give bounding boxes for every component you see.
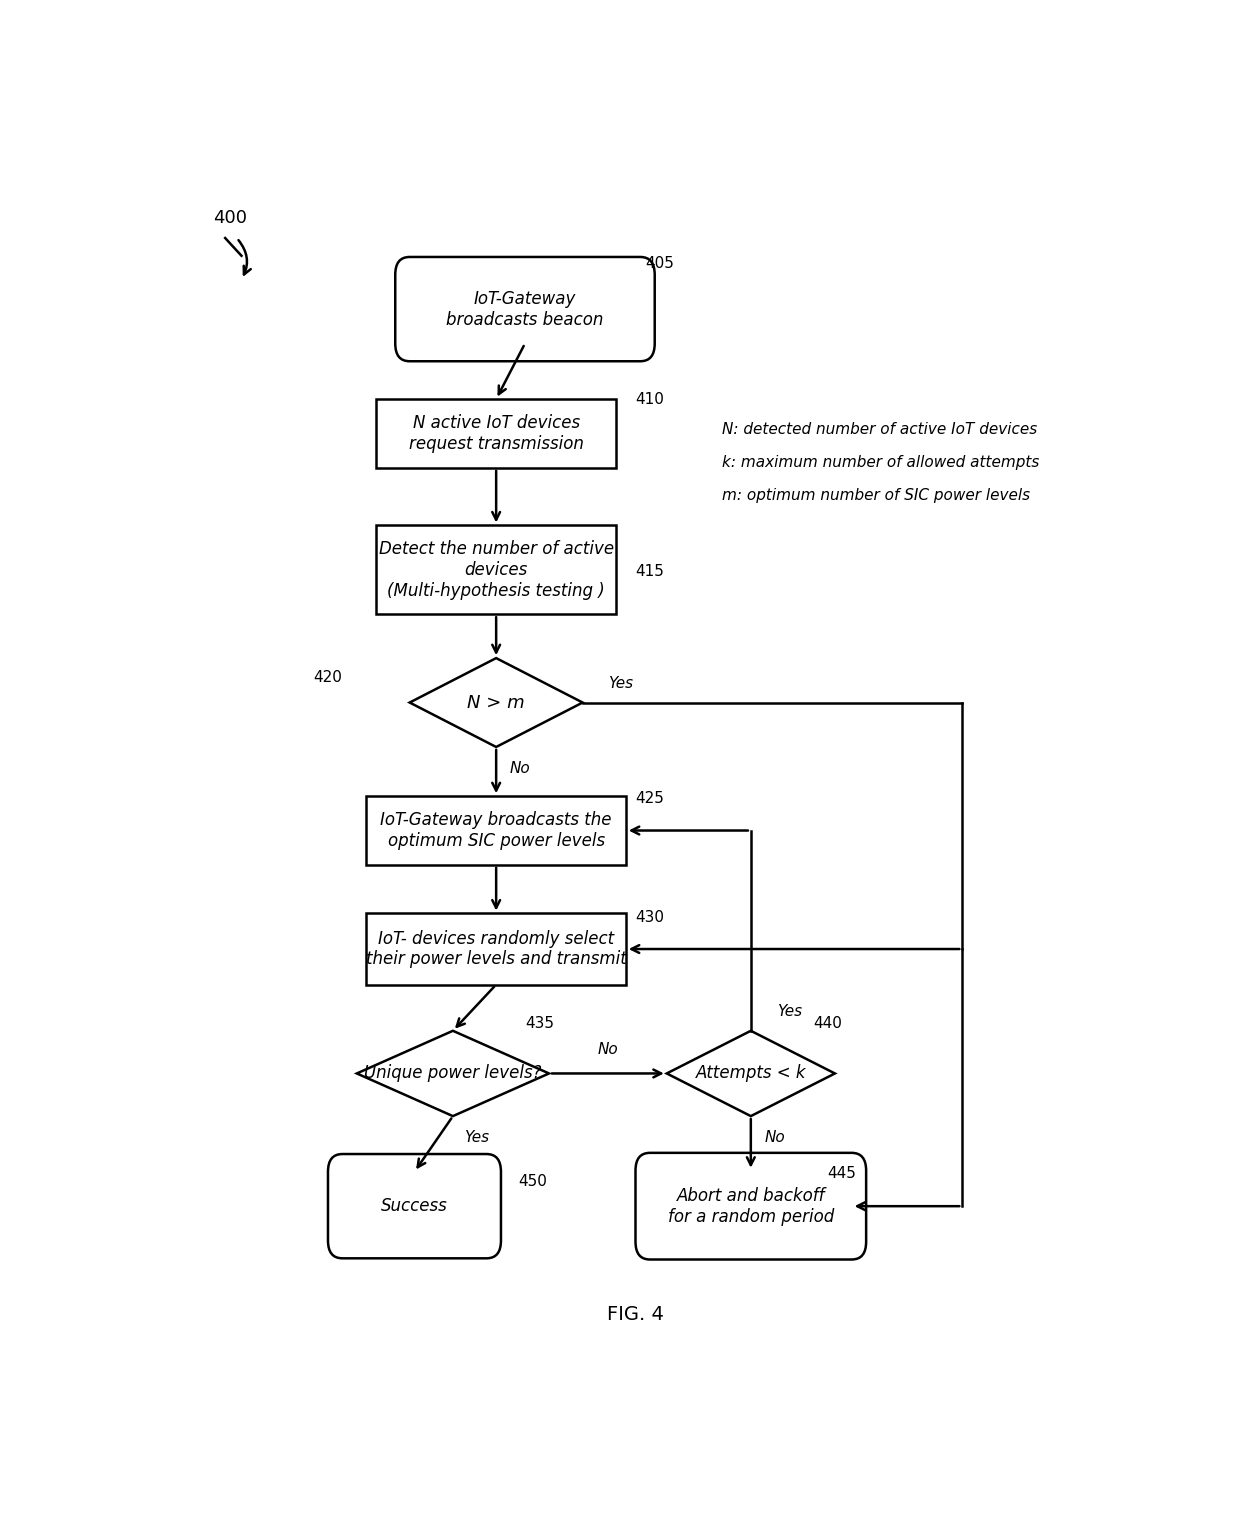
Polygon shape: [357, 1031, 549, 1116]
Text: 400: 400: [213, 209, 247, 226]
Text: m: optimum number of SIC power levels: m: optimum number of SIC power levels: [722, 488, 1030, 503]
Text: Yes: Yes: [776, 1005, 802, 1019]
Bar: [376, 399, 616, 468]
Text: 415: 415: [635, 563, 665, 579]
Text: N active IoT devices
request transmission: N active IoT devices request transmissio…: [409, 414, 584, 452]
Text: 405: 405: [645, 255, 675, 271]
FancyBboxPatch shape: [635, 1153, 866, 1259]
Text: 420: 420: [314, 671, 342, 685]
Text: 430: 430: [635, 910, 665, 925]
Text: IoT-Gateway broadcasts the
optimum SIC power levels: IoT-Gateway broadcasts the optimum SIC p…: [381, 811, 611, 850]
Text: Abort and backoff
for a random period: Abort and backoff for a random period: [667, 1187, 835, 1225]
Text: IoT- devices randomly select
their power levels and transmit: IoT- devices randomly select their power…: [366, 930, 626, 968]
Text: N > m: N > m: [467, 694, 525, 711]
Text: 450: 450: [518, 1174, 547, 1190]
Text: No: No: [765, 1130, 785, 1145]
FancyBboxPatch shape: [396, 257, 655, 362]
Text: 425: 425: [635, 791, 665, 806]
Text: N: detected number of active IoT devices: N: detected number of active IoT devices: [722, 422, 1037, 437]
Text: 445: 445: [828, 1165, 857, 1180]
Text: Yes: Yes: [609, 676, 634, 691]
Bar: [367, 796, 626, 865]
Text: Attempts < k: Attempts < k: [696, 1065, 806, 1082]
Text: 410: 410: [635, 392, 665, 406]
Polygon shape: [667, 1031, 835, 1116]
Text: Unique power levels?: Unique power levels?: [365, 1065, 542, 1082]
Bar: [367, 914, 626, 985]
Text: Success: Success: [381, 1197, 448, 1216]
Bar: [376, 525, 616, 614]
Text: k: maximum number of allowed attempts: k: maximum number of allowed attempts: [722, 454, 1039, 469]
Text: IoT-Gateway
broadcasts beacon: IoT-Gateway broadcasts beacon: [446, 289, 604, 328]
Text: 440: 440: [813, 1016, 842, 1031]
Text: 435: 435: [525, 1016, 554, 1031]
Text: No: No: [598, 1042, 619, 1057]
Polygon shape: [409, 659, 583, 746]
FancyBboxPatch shape: [327, 1154, 501, 1259]
Text: No: No: [510, 760, 531, 776]
Text: FIG. 4: FIG. 4: [608, 1305, 663, 1324]
Text: Yes: Yes: [464, 1130, 490, 1145]
Text: Detect the number of active
devices
(Multi-hypothesis testing ): Detect the number of active devices (Mul…: [378, 540, 614, 600]
